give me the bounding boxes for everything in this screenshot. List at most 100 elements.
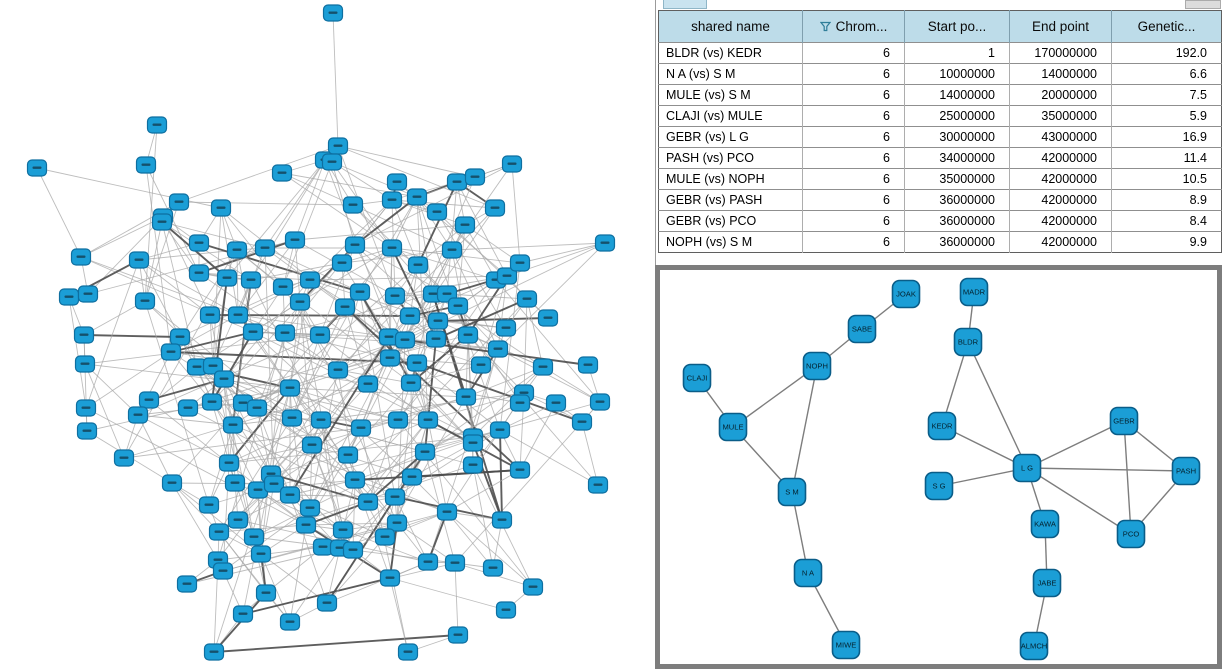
table-cell[interactable]: 42000000 bbox=[1009, 147, 1112, 169]
network-node[interactable] bbox=[537, 309, 559, 327]
network-edge[interactable] bbox=[732, 365, 818, 428]
column-header-end-point[interactable]: End point bbox=[1009, 10, 1112, 43]
network-node[interactable] bbox=[203, 643, 225, 661]
table-cell[interactable]: GEBR (vs) PASH bbox=[658, 189, 803, 211]
network-node[interactable] bbox=[462, 456, 484, 474]
table-tab[interactable] bbox=[663, 0, 707, 9]
network-node[interactable] bbox=[425, 330, 447, 348]
network-node[interactable] bbox=[224, 474, 246, 492]
network-node-noph[interactable]: NOPH bbox=[802, 351, 832, 381]
table-cell[interactable]: CLAJI (vs) MULE bbox=[658, 105, 803, 127]
network-node[interactable] bbox=[417, 553, 439, 571]
network-node-gebr[interactable]: GEBR bbox=[1109, 406, 1139, 436]
network-node-pash[interactable]: PASH bbox=[1171, 456, 1201, 486]
network-node[interactable] bbox=[198, 496, 220, 514]
network-node[interactable] bbox=[394, 331, 416, 349]
network-node[interactable] bbox=[495, 601, 517, 619]
column-header-start-point[interactable]: Start po... bbox=[904, 10, 1010, 43]
network-node[interactable] bbox=[342, 541, 364, 559]
network-node[interactable] bbox=[169, 328, 191, 346]
network-node[interactable] bbox=[464, 168, 486, 186]
network-node[interactable] bbox=[379, 349, 401, 367]
table-cell[interactable]: N A (vs) S M bbox=[658, 63, 803, 85]
network-node[interactable] bbox=[74, 355, 96, 373]
network-node-kedr[interactable]: KEDR bbox=[927, 411, 957, 441]
network-node[interactable] bbox=[509, 254, 531, 272]
table-row[interactable]: CLAJI (vs) MULE 6 25000000 35000000 5.9 bbox=[658, 105, 1222, 127]
network-view-main[interactable] bbox=[0, 0, 655, 669]
network-node[interactable] bbox=[482, 559, 504, 577]
table-row[interactable]: GEBR (vs) L G 6 30000000 43000000 16.9 bbox=[658, 126, 1222, 148]
network-node[interactable] bbox=[274, 324, 296, 342]
network-node[interactable] bbox=[210, 199, 232, 217]
network-node[interactable] bbox=[295, 516, 317, 534]
table-cell[interactable]: 42000000 bbox=[1009, 210, 1112, 232]
network-node[interactable] bbox=[436, 503, 458, 521]
network-node[interactable] bbox=[135, 156, 157, 174]
table-cell[interactable]: 192.0 bbox=[1111, 42, 1222, 64]
network-node[interactable] bbox=[495, 319, 517, 337]
network-node[interactable] bbox=[594, 234, 616, 252]
network-node[interactable] bbox=[342, 196, 364, 214]
filter-icon[interactable] bbox=[819, 21, 831, 32]
table-cell[interactable]: 6 bbox=[802, 210, 905, 232]
network-edge[interactable] bbox=[1026, 467, 1132, 535]
table-cell[interactable]: NOPH (vs) S M bbox=[658, 231, 803, 253]
table-row[interactable]: N A (vs) S M 6 10000000 14000000 6.6 bbox=[658, 63, 1222, 85]
network-node[interactable] bbox=[357, 493, 379, 511]
network-node[interactable] bbox=[447, 297, 469, 315]
table-cell[interactable]: 35000000 bbox=[1009, 105, 1112, 127]
network-node-pco[interactable]: PCO bbox=[1116, 519, 1146, 549]
table-cell[interactable]: 10.5 bbox=[1111, 168, 1222, 190]
table-cell[interactable]: GEBR (vs) PCO bbox=[658, 210, 803, 232]
network-node[interactable] bbox=[344, 471, 366, 489]
network-node[interactable] bbox=[177, 399, 199, 417]
table-cell[interactable]: 6 bbox=[802, 105, 905, 127]
network-node[interactable] bbox=[509, 394, 531, 412]
network-node-jabe[interactable]: JABE bbox=[1032, 568, 1062, 598]
network-node[interactable] bbox=[284, 231, 306, 249]
network-node[interactable] bbox=[310, 411, 332, 429]
network-edge[interactable] bbox=[1026, 467, 1187, 472]
network-node[interactable] bbox=[397, 643, 419, 661]
network-node[interactable] bbox=[379, 569, 401, 587]
network-node[interactable] bbox=[255, 584, 277, 602]
network-node[interactable] bbox=[470, 356, 492, 374]
network-node[interactable] bbox=[457, 326, 479, 344]
table-cell[interactable]: 6 bbox=[802, 42, 905, 64]
network-node-madr[interactable]: MADR bbox=[959, 277, 989, 307]
table-cell[interactable]: 20000000 bbox=[1009, 84, 1112, 106]
table-cell[interactable]: 35000000 bbox=[904, 168, 1010, 190]
table-row[interactable]: MULE (vs) NOPH 6 35000000 42000000 10.5 bbox=[658, 168, 1222, 190]
network-edge[interactable] bbox=[938, 467, 1028, 487]
network-node[interactable] bbox=[387, 411, 409, 429]
table-cell[interactable]: 42000000 bbox=[1009, 168, 1112, 190]
network-node[interactable] bbox=[271, 164, 293, 182]
network-node[interactable] bbox=[227, 511, 249, 529]
table-cell[interactable]: 6 bbox=[802, 84, 905, 106]
network-node-kawa[interactable]: KAWA bbox=[1030, 509, 1060, 539]
table-cell[interactable]: 170000000 bbox=[1009, 42, 1112, 64]
network-node[interactable] bbox=[240, 271, 262, 289]
network-node[interactable] bbox=[516, 290, 538, 308]
table-cell[interactable]: 6 bbox=[802, 126, 905, 148]
network-node[interactable] bbox=[327, 361, 349, 379]
network-node-s-m[interactable]: S M bbox=[777, 477, 807, 507]
table-cell[interactable]: 1 bbox=[904, 42, 1010, 64]
network-node[interactable] bbox=[349, 283, 371, 301]
network-node[interactable] bbox=[212, 562, 234, 580]
network-node[interactable] bbox=[447, 626, 469, 644]
network-node[interactable] bbox=[26, 159, 48, 177]
network-node[interactable] bbox=[374, 528, 396, 546]
table-cell[interactable]: 30000000 bbox=[904, 126, 1010, 148]
network-node[interactable] bbox=[446, 173, 468, 191]
table-row[interactable]: GEBR (vs) PCO 6 36000000 42000000 8.4 bbox=[658, 210, 1222, 232]
network-node[interactable] bbox=[414, 443, 436, 461]
network-node[interactable] bbox=[501, 155, 523, 173]
network-node[interactable] bbox=[386, 514, 408, 532]
network-node[interactable] bbox=[216, 269, 238, 287]
table-cell[interactable]: 36000000 bbox=[904, 210, 1010, 232]
table-cell[interactable]: 5.9 bbox=[1111, 105, 1222, 127]
network-node-n-a[interactable]: N A bbox=[793, 558, 823, 588]
network-node[interactable] bbox=[250, 545, 272, 563]
